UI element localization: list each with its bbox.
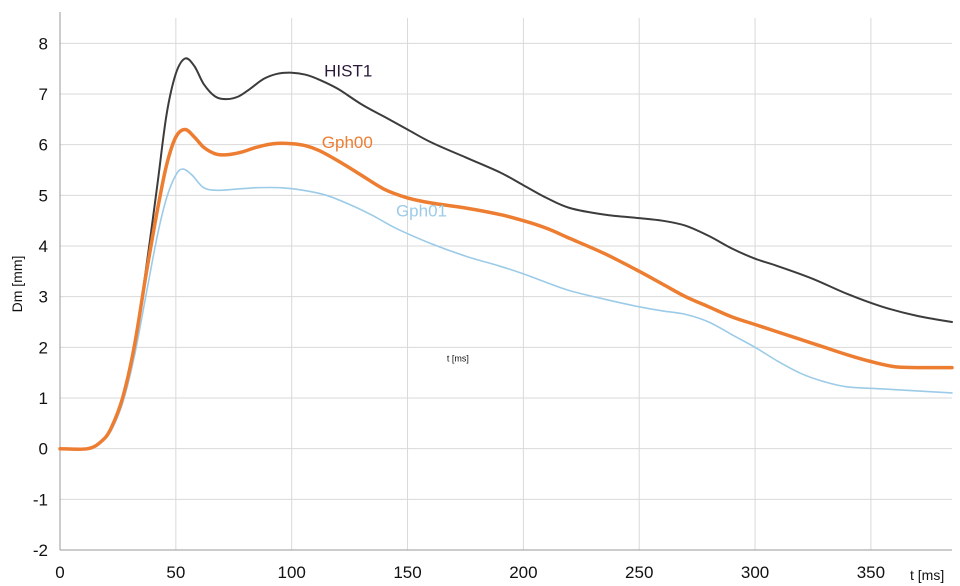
series-label-hist1: HIST1 [324, 61, 372, 80]
y-tick-label: 5 [39, 186, 48, 205]
x-tick-label: 200 [509, 563, 537, 582]
chart-annotation: t [ms] [447, 354, 469, 364]
y-tick-label: 7 [39, 85, 48, 104]
y-tick-label: 3 [39, 288, 48, 307]
y-tick-label: -2 [33, 541, 48, 560]
grid-lines [60, 18, 952, 551]
series-lines [58, 57, 954, 451]
x-tick-label: 300 [741, 563, 769, 582]
y-tick-labels: -2 -1 0 1 2 3 4 5 6 7 8 [33, 34, 48, 560]
y-tick-label: 1 [39, 389, 48, 408]
y-tick-label: 4 [39, 237, 48, 256]
x-tick-label: 350 [857, 563, 885, 582]
x-tick-label: 50 [166, 563, 185, 582]
y-tick-label: 2 [39, 338, 48, 357]
series-line-gph01 [59, 168, 953, 451]
x-tick-labels: 0 50 100 150 200 250 300 350 [55, 563, 885, 582]
series-line-hist1 [59, 57, 953, 451]
series-label-gph00: Gph00 [322, 133, 373, 152]
axes [59, 12, 952, 551]
x-tick-label: 0 [55, 563, 64, 582]
series-labels: HIST1 Gph00 Gph01 [322, 61, 447, 220]
y-axis-title: Dm [mm] [9, 256, 25, 313]
x-axis-title: t [ms] [910, 567, 944, 583]
series-label-gph01: Gph01 [396, 202, 447, 221]
y-tick-label: 0 [39, 440, 48, 459]
y-tick-label: 6 [39, 136, 48, 155]
x-tick-label: 250 [625, 563, 653, 582]
y-tick-label: -1 [33, 490, 48, 509]
x-tick-label: 150 [393, 563, 421, 582]
series-line-gph00 [58, 127, 954, 451]
y-tick-label: 8 [39, 34, 48, 53]
x-tick-label: 100 [278, 563, 306, 582]
